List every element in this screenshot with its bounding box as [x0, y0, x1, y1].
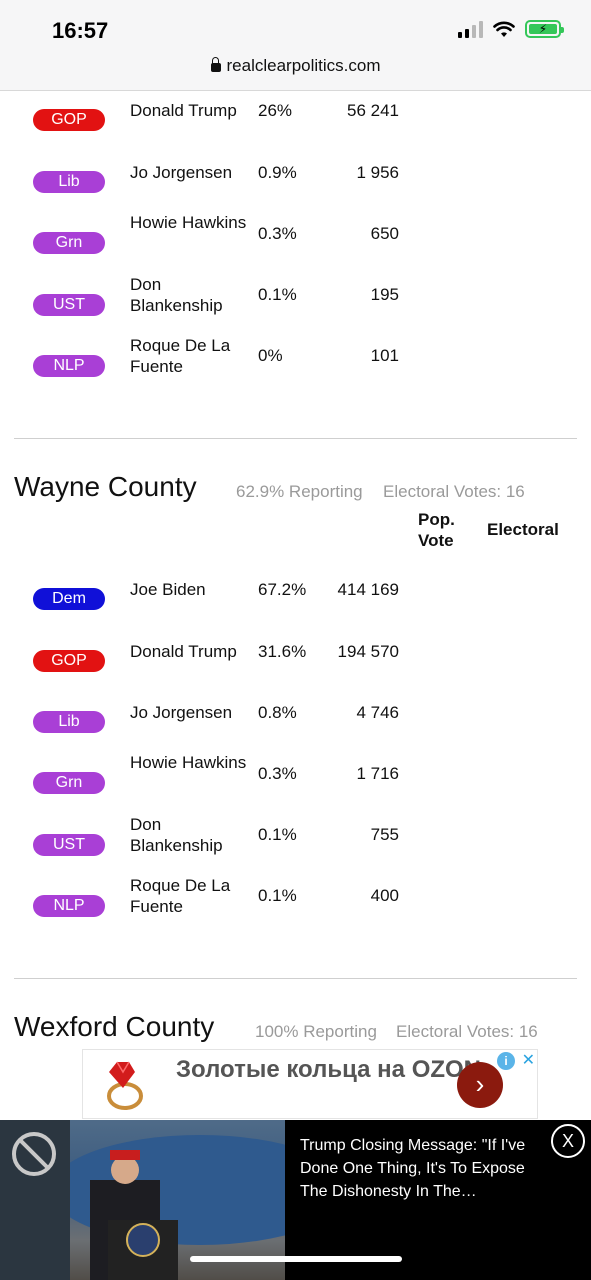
table-row: Lib Jo Jorgensen 0.9% 1 956	[0, 153, 591, 209]
vote-percent: 0.3%	[258, 764, 297, 783]
table-row: Dem Joe Biden 67.2% 414 169	[0, 570, 591, 626]
vote-percent: 0.1%	[258, 886, 297, 905]
candidate-name: Don Blankenship	[130, 815, 223, 855]
vote-count: 400	[370, 886, 399, 905]
vote-percent: 67.2%	[258, 580, 307, 599]
party-badge-ust: UST	[33, 834, 105, 856]
candidate-name: Howie Hawkins	[130, 753, 247, 772]
candidate-name: Donald Trump	[130, 642, 237, 661]
candidate-name: Roque De La Fuente	[130, 876, 231, 916]
video-player[interactable]: Trump Closing Message: "If I've Done One…	[0, 1120, 591, 1280]
reporting-status: 100% Reporting	[255, 1022, 377, 1041]
battery-charging-icon: ⚡	[525, 20, 564, 38]
table-row: Lib Jo Jorgensen 0.8% 4 746	[0, 693, 591, 749]
vote-percent: 0.8%	[258, 703, 297, 722]
column-header-electoral: Electoral	[487, 520, 559, 539]
wifi-icon	[493, 21, 515, 37]
cellular-signal-icon	[458, 20, 483, 38]
column-header-pop-vote: Pop. Vote	[418, 510, 455, 550]
vote-percent: 26%	[258, 101, 293, 120]
reporting-status: 62.9% Reporting	[236, 482, 363, 501]
party-badge-gop: GOP	[33, 650, 105, 672]
status-icons: ⚡	[458, 20, 564, 38]
vote-count: 1 716	[356, 764, 399, 783]
vote-percent: 0%	[258, 346, 283, 365]
electoral-votes: Electoral Votes: 16	[383, 482, 525, 501]
url-text: realclearpolitics.com	[226, 56, 381, 75]
candidate-name: Donald Trump	[130, 101, 237, 120]
party-badge-nlp: NLP	[33, 895, 105, 917]
video-close-button[interactable]: X	[551, 1124, 585, 1158]
candidate-name: Don Blankenship	[130, 275, 223, 315]
section-divider	[14, 978, 577, 979]
table-row: UST Don Blankenship 0.1% 195	[0, 275, 591, 331]
vote-count: 56 241	[347, 101, 399, 120]
vote-count: 4 746	[356, 703, 399, 722]
ring-icon	[107, 1061, 143, 1110]
lock-icon	[210, 57, 221, 72]
table-row: Grn Howie Hawkins 0.3% 650	[0, 213, 591, 270]
vote-percent: 31.6%	[258, 642, 307, 661]
vote-count: 194 570	[337, 642, 399, 661]
candidate-name: Jo Jorgensen	[130, 163, 233, 182]
table-row: Grn Howie Hawkins 0.3% 1 716	[0, 753, 591, 810]
section-divider	[14, 438, 577, 439]
video-thumbnail[interactable]	[0, 1120, 285, 1280]
candidate-name: Jo Jorgensen	[130, 703, 233, 722]
table-row: GOP Donald Trump 26% 56 241	[0, 91, 591, 147]
vote-percent: 0.1%	[258, 825, 297, 844]
party-badge-dem: Dem	[33, 588, 105, 610]
address-bar[interactable]: realclearpolitics.com	[0, 56, 591, 76]
video-frame-image	[0, 1120, 285, 1280]
party-badge-ust: UST	[33, 294, 105, 316]
ad-text: Золотые кольца на OZON	[176, 1056, 482, 1083]
vote-percent: 0.9%	[258, 163, 297, 182]
table-row: GOP Donald Trump 31.6% 194 570	[0, 632, 591, 688]
ad-banner[interactable]: Золотые кольца на OZON › i ✕	[82, 1049, 538, 1119]
video-title[interactable]: Trump Closing Message: "If I've Done One…	[300, 1137, 526, 1200]
party-badge-grn: Grn	[33, 232, 105, 254]
vote-count: 650	[370, 224, 399, 243]
county-title-wexford: Wexford County	[14, 1011, 215, 1042]
candidate-name: Roque De La Fuente	[130, 336, 231, 376]
vote-percent: 0.3%	[258, 224, 297, 243]
info-icon[interactable]: i	[497, 1052, 515, 1070]
candidate-name: Joe Biden	[130, 580, 206, 599]
chevron-right-icon[interactable]: ›	[457, 1062, 503, 1108]
table-row: UST Don Blankenship 0.1% 755	[0, 815, 591, 871]
vote-count: 195	[370, 285, 399, 304]
vote-count: 101	[370, 346, 399, 365]
ad-close-icon[interactable]: ✕	[521, 1052, 535, 1069]
party-badge-nlp: NLP	[33, 355, 105, 377]
candidate-name: Howie Hawkins	[130, 213, 247, 232]
party-badge-grn: Grn	[33, 772, 105, 794]
party-badge-lib: Lib	[33, 171, 105, 193]
county-title-wayne: Wayne County	[14, 471, 197, 502]
home-indicator[interactable]	[190, 1256, 402, 1262]
party-badge-lib: Lib	[33, 711, 105, 733]
party-badge-gop: GOP	[33, 109, 105, 131]
table-row: NLP Roque De La Fuente 0% 101	[0, 336, 591, 392]
status-time: 16:57	[52, 18, 109, 43]
table-row: NLP Roque De La Fuente 0.1% 400	[0, 876, 591, 933]
vote-count: 414 169	[337, 580, 399, 599]
vote-count: 1 956	[356, 163, 399, 182]
vote-count: 755	[370, 825, 399, 844]
electoral-votes: Electoral Votes: 16	[396, 1022, 538, 1041]
vote-percent: 0.1%	[258, 285, 297, 304]
browser-chrome: 16:57 ⚡ realclearpolitics.com	[0, 0, 591, 91]
